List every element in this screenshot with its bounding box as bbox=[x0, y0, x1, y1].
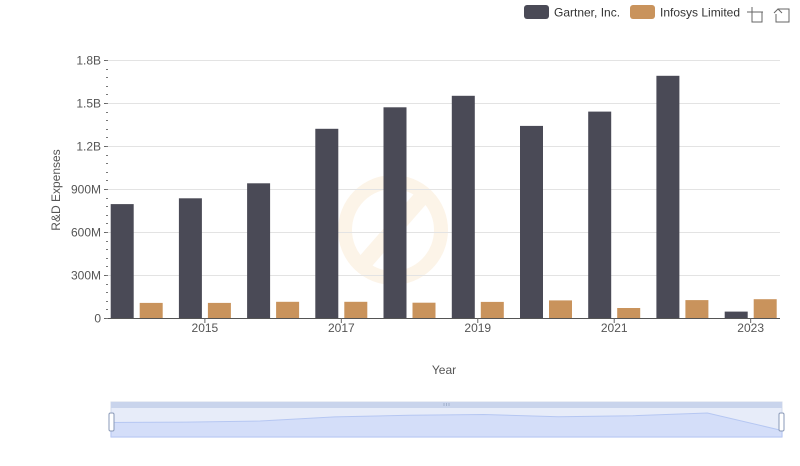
zoom-selected-range[interactable] bbox=[111, 408, 782, 437]
x-axis: 2015 2017 2019 2021 2023 bbox=[192, 318, 764, 335]
legend-swatch-infosys bbox=[630, 5, 655, 19]
y-axis: 0 300M 600M 900M 1.2B 1.5B 1.8B bbox=[71, 54, 108, 326]
bar-infosys-2022[interactable] bbox=[685, 300, 709, 318]
y-tick-label: 900M bbox=[71, 183, 101, 197]
zoom-handle-left[interactable] bbox=[108, 412, 115, 432]
bar-gartner-2020[interactable] bbox=[520, 125, 543, 319]
data-zoom-slider[interactable] bbox=[108, 401, 785, 438]
y-tick-label: 1.5B bbox=[76, 97, 101, 111]
bar-infosys-2023[interactable] bbox=[753, 299, 777, 318]
y-axis-title: R&D Expenses bbox=[49, 149, 63, 230]
crosshair-zoom-icon[interactable] bbox=[747, 7, 763, 23]
zoom-handle-right[interactable] bbox=[778, 412, 785, 432]
zoom-preview-area bbox=[110, 412, 783, 438]
bar-gartner-2018[interactable] bbox=[383, 107, 407, 318]
zoom-grip-icon[interactable] bbox=[443, 403, 450, 406]
restore-icon[interactable] bbox=[773, 8, 790, 23]
bar-gartner-2019[interactable] bbox=[451, 95, 475, 318]
legend-item-gartner[interactable]: Gartner, Inc. bbox=[524, 5, 620, 20]
bar-gartner-2017[interactable] bbox=[315, 128, 339, 318]
x-tick-label: 2017 bbox=[328, 321, 355, 335]
legend-label-gartner: Gartner, Inc. bbox=[554, 6, 620, 20]
bar-infosys-2014[interactable] bbox=[139, 302, 163, 318]
bar-gartner-2016[interactable] bbox=[247, 183, 271, 318]
bar-infosys-2016[interactable] bbox=[276, 301, 300, 318]
bar-gartner-2015[interactable] bbox=[178, 198, 202, 318]
bars-group bbox=[110, 75, 777, 319]
x-tick-label: 2021 bbox=[601, 321, 628, 335]
bar-infosys-2021[interactable] bbox=[617, 308, 641, 318]
bar-gartner-2021[interactable] bbox=[588, 111, 612, 318]
bar-infosys-2017[interactable] bbox=[344, 301, 368, 318]
legend: Gartner, Inc. Infosys Limited bbox=[524, 5, 740, 20]
y-tick-label: 600M bbox=[71, 226, 101, 240]
y-tick-label: 300M bbox=[71, 269, 101, 283]
y-tick-label: 1.2B bbox=[76, 140, 101, 154]
legend-item-infosys[interactable]: Infosys Limited bbox=[630, 5, 740, 20]
legend-swatch-gartner bbox=[524, 5, 549, 19]
bar-gartner-2014[interactable] bbox=[110, 204, 134, 318]
bar-infosys-2018[interactable] bbox=[412, 302, 436, 318]
bar-infosys-2015[interactable] bbox=[207, 302, 231, 318]
y-tick-label: 0 bbox=[94, 312, 101, 326]
x-tick-label: 2015 bbox=[192, 321, 219, 335]
x-tick-label: 2023 bbox=[737, 321, 764, 335]
legend-label-infosys: Infosys Limited bbox=[660, 6, 740, 20]
x-tick-label: 2019 bbox=[464, 321, 491, 335]
bar-gartner-2023[interactable] bbox=[724, 311, 748, 318]
x-axis-title: Year bbox=[432, 363, 456, 377]
bar-gartner-2022[interactable] bbox=[656, 75, 680, 318]
bar-infosys-2020[interactable] bbox=[549, 300, 572, 318]
bar-infosys-2019[interactable] bbox=[480, 301, 504, 318]
y-tick-label: 1.8B bbox=[76, 54, 101, 68]
